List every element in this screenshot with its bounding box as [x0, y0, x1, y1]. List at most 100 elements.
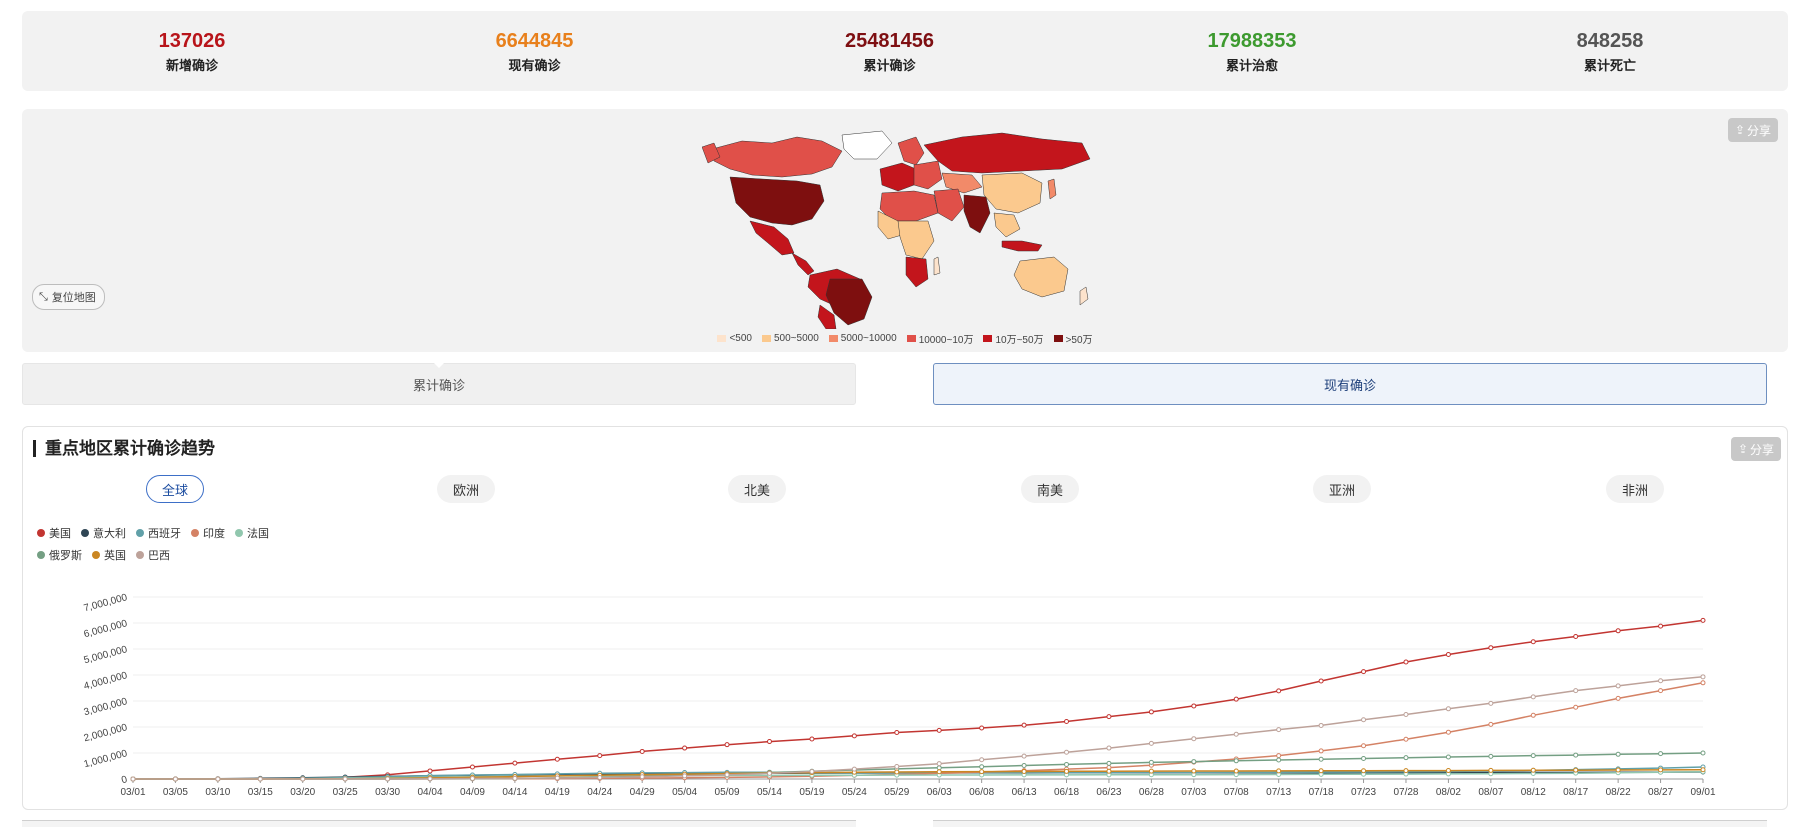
region-tab-europe[interactable]: 欧洲 — [437, 475, 495, 503]
legend-label: 5000~10000 — [840, 333, 897, 344]
chart-legend-row-1: 美国 意大利 西班牙 印度 法国 — [37, 525, 269, 541]
stat-new-confirmed: 137026 新增确诊 — [22, 11, 362, 91]
map-region-japan — [1047, 178, 1057, 200]
map-legend-item[interactable]: >50万 — [1053, 331, 1093, 346]
map-region-madagascar — [933, 256, 941, 276]
data-point — [1488, 645, 1494, 651]
x-tick-label: 05/29 — [884, 787, 909, 798]
map-region-central-asia — [941, 172, 983, 194]
x-tick-label: 08/12 — [1521, 787, 1546, 798]
world-map[interactable] — [702, 129, 1092, 329]
data-point — [1148, 759, 1154, 765]
stat-total-deaths: 848258 累计死亡 — [1432, 11, 1788, 91]
data-point — [469, 776, 475, 782]
data-point — [130, 776, 136, 782]
map-region-russia — [923, 132, 1091, 174]
data-point — [1445, 706, 1451, 712]
data-point — [1403, 712, 1409, 718]
region-tab-global[interactable]: 全球 — [146, 475, 204, 503]
map-region-india — [963, 194, 991, 234]
legend-swatch — [906, 335, 916, 342]
data-point — [1064, 719, 1070, 725]
map-share-button[interactable]: ⇪ 分享 — [1728, 118, 1778, 142]
series-line — [133, 676, 1704, 780]
x-tick-label: 06/03 — [927, 787, 952, 798]
data-point — [851, 766, 857, 772]
data-point — [766, 739, 772, 745]
data-point — [1658, 751, 1664, 757]
data-point — [724, 742, 730, 748]
data-point — [979, 764, 985, 770]
y-tick-label: 0 — [120, 774, 129, 786]
tab-cumulative-confirmed[interactable]: 累计确诊 — [22, 363, 856, 405]
data-point — [597, 753, 603, 759]
map-legend-item[interactable]: 10000~10万 — [906, 331, 973, 346]
y-tick-label: 7,000,000 — [83, 592, 129, 614]
map-legend-item[interactable]: 5000~10000 — [828, 331, 897, 346]
legend-label: <500 — [729, 333, 752, 344]
region-tab-north-america[interactable]: 北美 — [728, 475, 786, 503]
data-point — [894, 729, 900, 735]
region-tab-asia[interactable]: 亚洲 — [1313, 475, 1371, 503]
x-tick-label: 07/13 — [1266, 787, 1291, 798]
stat-value: 25481456 — [845, 29, 934, 52]
map-region-southeast-asia — [993, 212, 1021, 238]
legend-item-brazil[interactable]: 巴西 — [136, 547, 170, 563]
map-legend-item[interactable]: 10万~50万 — [983, 331, 1044, 346]
region-tab-africa[interactable]: 非洲 — [1606, 475, 1664, 503]
data-point — [1361, 768, 1367, 774]
y-tick-label: 6,000,000 — [83, 618, 129, 640]
trend-share-button[interactable]: ⇪ 分享 — [1731, 437, 1781, 461]
data-point — [300, 776, 306, 782]
data-point — [724, 772, 730, 778]
share-label: 分享 — [1747, 123, 1772, 138]
legend-label: >50万 — [1065, 335, 1093, 346]
legend-item-india[interactable]: 印度 — [191, 525, 225, 541]
data-point — [1021, 762, 1027, 768]
data-point — [1318, 756, 1324, 762]
data-point — [1233, 768, 1239, 774]
series-line — [133, 766, 1704, 780]
data-point — [979, 725, 985, 731]
x-tick-label: 07/28 — [1393, 787, 1418, 798]
legend-item-usa[interactable]: 美国 — [37, 525, 71, 541]
region-tab-south-america[interactable]: 南美 — [1021, 475, 1079, 503]
legend-item-spain[interactable]: 西班牙 — [136, 525, 181, 541]
data-point — [1700, 767, 1706, 773]
data-point — [1361, 717, 1367, 723]
legend-item-italy[interactable]: 意大利 — [81, 525, 126, 541]
map-region-usa — [729, 176, 825, 226]
data-point — [1658, 767, 1664, 773]
map-region-mexico — [749, 220, 795, 256]
legend-dot — [81, 529, 89, 537]
x-tick-label: 03/25 — [333, 787, 358, 798]
x-tick-label: 03/01 — [120, 787, 145, 798]
legend-item-russia[interactable]: 俄罗斯 — [37, 547, 82, 563]
x-tick-label: 06/08 — [969, 787, 994, 798]
data-point — [1530, 694, 1536, 700]
data-point — [1233, 696, 1239, 702]
stat-value: 17988353 — [1207, 29, 1297, 52]
map-legend-item[interactable]: 500~5000 — [762, 331, 819, 346]
data-point — [1530, 767, 1536, 773]
map-region-north-africa — [879, 190, 939, 222]
x-tick-label: 08/27 — [1648, 787, 1673, 798]
legend-dot — [191, 529, 199, 537]
share-label: 分享 — [1750, 442, 1775, 457]
data-point — [1488, 767, 1494, 773]
legend-item-france[interactable]: 法国 — [235, 525, 269, 541]
trend-line-chart[interactable]: 0 1,000,000 2,000,000 3,000,000 4,000,000 5,0… — [23, 567, 1787, 807]
data-point — [639, 774, 645, 780]
legend-label: 英国 — [104, 550, 126, 562]
x-tick-label: 05/04 — [672, 787, 697, 798]
data-point — [1318, 768, 1324, 774]
x-tick-label: 04/14 — [502, 787, 527, 798]
data-point — [1318, 678, 1324, 684]
legend-label: 法国 — [247, 528, 269, 540]
legend-swatch — [762, 335, 771, 342]
legend-item-uk[interactable]: 英国 — [92, 547, 126, 563]
map-legend-item[interactable]: <500 — [717, 331, 752, 346]
tab-current-confirmed[interactable]: 现有确诊 — [933, 363, 1767, 405]
reset-map-button[interactable]: ⤡ 复位地图 — [32, 284, 105, 310]
data-point — [1106, 760, 1112, 766]
